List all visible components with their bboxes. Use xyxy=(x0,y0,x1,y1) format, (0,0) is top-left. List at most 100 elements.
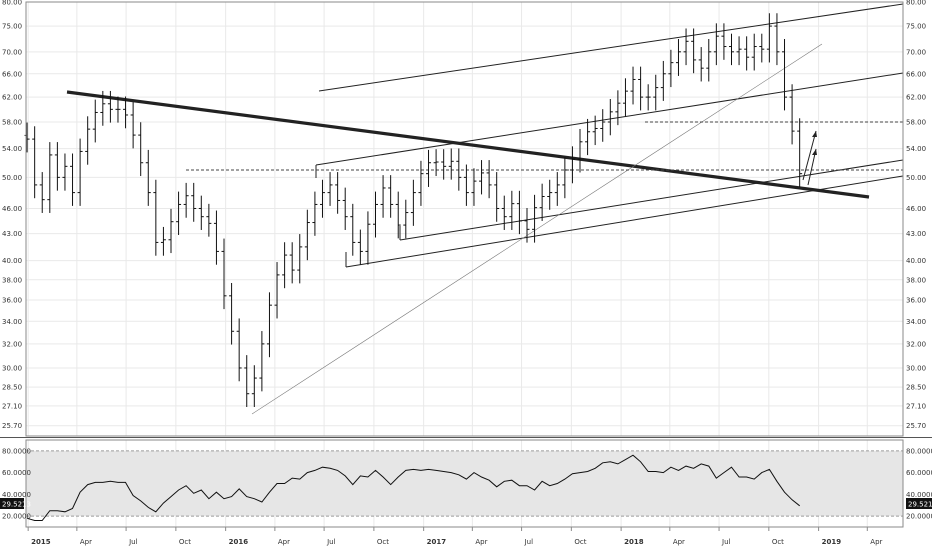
rsi-line xyxy=(26,454,801,521)
ohlc-bar xyxy=(266,292,272,358)
ohlc-bar xyxy=(138,122,144,177)
rsi-last-value-left: 29.5213 xyxy=(2,501,31,509)
ohlc-bar xyxy=(244,355,250,408)
arrow-head xyxy=(812,131,817,137)
y-tick-label-left: 46.00 xyxy=(2,205,22,213)
major-downtrend-line xyxy=(66,90,870,199)
ohlc-bar xyxy=(622,78,628,117)
ohlc-bar xyxy=(668,49,674,88)
ohlc-bar xyxy=(160,226,166,256)
ohlc-bar xyxy=(319,179,325,218)
y-tick-label-left: 34.00 xyxy=(2,318,22,326)
rsi-band-lines xyxy=(26,450,903,517)
ohlc-bar xyxy=(789,84,795,145)
ohlc-bar xyxy=(638,66,644,111)
upper-channel-line xyxy=(318,3,904,92)
x-axis-ticks: 2015 Apr Jul Oct 2016 Apr Jul Oct 2017 Apr Jul Oct 2… xyxy=(27,527,883,546)
x-tick-label: Jul xyxy=(721,538,731,546)
y-tick-label-right: 25.70 xyxy=(906,422,926,430)
ohlc-bar xyxy=(342,187,348,230)
ohlc-bar xyxy=(123,96,129,129)
y-tick-label-right: 80.00 xyxy=(906,0,926,7)
ohlc-bar xyxy=(357,229,363,265)
y-tick-label-right: 70.00 xyxy=(906,48,926,56)
ohlc-bar xyxy=(766,13,772,63)
ohlc-bar xyxy=(32,126,38,199)
ohlc-bar xyxy=(198,195,204,230)
ohlc-bar xyxy=(479,160,485,195)
y-tick-label-left: 70.00 xyxy=(2,48,22,56)
ohlc-bar xyxy=(327,172,333,206)
ohlc-bar xyxy=(62,153,68,191)
arrow-head xyxy=(812,149,817,155)
y-tick-label-left: 50.00 xyxy=(2,174,22,182)
y-tick-label-left: 66.00 xyxy=(2,70,22,78)
rsi-tick-label-left: 60.0000 xyxy=(2,469,31,477)
ohlc-bar xyxy=(554,172,560,206)
ohlc-bar xyxy=(675,38,681,76)
y-tick-label-left: 28.50 xyxy=(2,384,22,392)
y-tick-label-right: 75.00 xyxy=(906,23,926,31)
ohlc-bar xyxy=(373,191,379,238)
ohlc-bar xyxy=(577,128,583,173)
rsi-tick-label-right: 40.0000 xyxy=(906,491,932,499)
rsi-last-value-box-left xyxy=(0,498,24,509)
y-tick-label-right: 58.00 xyxy=(906,118,926,126)
rsi-axis-ticks: 80.0000 80.0000 60.0000 60.0000 40.0000 40.00… xyxy=(2,447,932,520)
ohlc-bar xyxy=(600,109,606,142)
y-tick-label-right: 34.00 xyxy=(906,318,926,326)
ohlc-bar xyxy=(176,191,182,235)
ohlc-bar xyxy=(539,183,545,221)
ohlc-bar xyxy=(39,172,45,213)
ohlc-bar xyxy=(615,90,621,126)
ohlc-bar xyxy=(751,33,757,71)
x-tick-label: Apr xyxy=(80,538,92,546)
ohlc-bars xyxy=(24,13,803,408)
x-tick-label: Apr xyxy=(278,538,290,546)
ohlc-bar xyxy=(433,149,439,177)
ohlc-bar xyxy=(471,168,477,206)
ohlc-bar xyxy=(153,179,159,256)
rsi-last-value: 29.5213 29.5213 xyxy=(0,498,932,509)
y-tick-label-left: 80.00 xyxy=(2,0,22,7)
mid-channel-line xyxy=(315,72,904,166)
x-tick-label: 2015 xyxy=(31,538,51,546)
ohlc-bar xyxy=(274,262,280,319)
ohlc-bar xyxy=(728,33,734,66)
ohlc-bar xyxy=(145,149,151,206)
x-tick-label: Oct xyxy=(377,538,389,546)
y-tick-label-left: 25.70 xyxy=(2,422,22,430)
y-tick-label-right: 40.00 xyxy=(906,257,926,265)
ohlc-bar xyxy=(107,90,113,123)
x-tick-label: 2016 xyxy=(229,538,249,546)
x-tick-label: Jul xyxy=(128,538,138,546)
ohlc-bar xyxy=(365,211,371,265)
ohlc-bar xyxy=(509,190,515,230)
y-tick-label-right: 36.00 xyxy=(906,296,926,304)
ohlc-bar xyxy=(782,38,788,111)
ohlc-bar xyxy=(259,331,265,392)
x-tick-label: Jul xyxy=(326,538,336,546)
ohlc-bar xyxy=(251,365,257,408)
base-channel-line xyxy=(345,175,904,268)
ohlc-bar xyxy=(100,90,106,126)
y-tick-label-right: 43.00 xyxy=(906,230,926,238)
ohlc-bar xyxy=(395,191,401,239)
rsi-band xyxy=(26,450,903,517)
ohlc-bar xyxy=(403,199,409,239)
ohlc-bar xyxy=(426,149,432,187)
y-tick-label-right: 30.00 xyxy=(906,364,926,372)
x-tick-label: Apr xyxy=(475,538,487,546)
ohlc-bar xyxy=(524,208,530,243)
ohlc-bar xyxy=(585,118,591,156)
y-tick-label-left: 54.00 xyxy=(2,145,22,153)
ohlc-bar xyxy=(297,234,303,284)
x-tick-label: Apr xyxy=(673,538,685,546)
ohlc-bar xyxy=(304,209,310,261)
rsi-last-value-box-right xyxy=(906,498,932,509)
ohlc-bar xyxy=(683,28,689,66)
y-tick-label-right: 38.00 xyxy=(906,276,926,284)
y-tick-label-left: 75.00 xyxy=(2,23,22,31)
x-tick-label: Oct xyxy=(574,538,586,546)
